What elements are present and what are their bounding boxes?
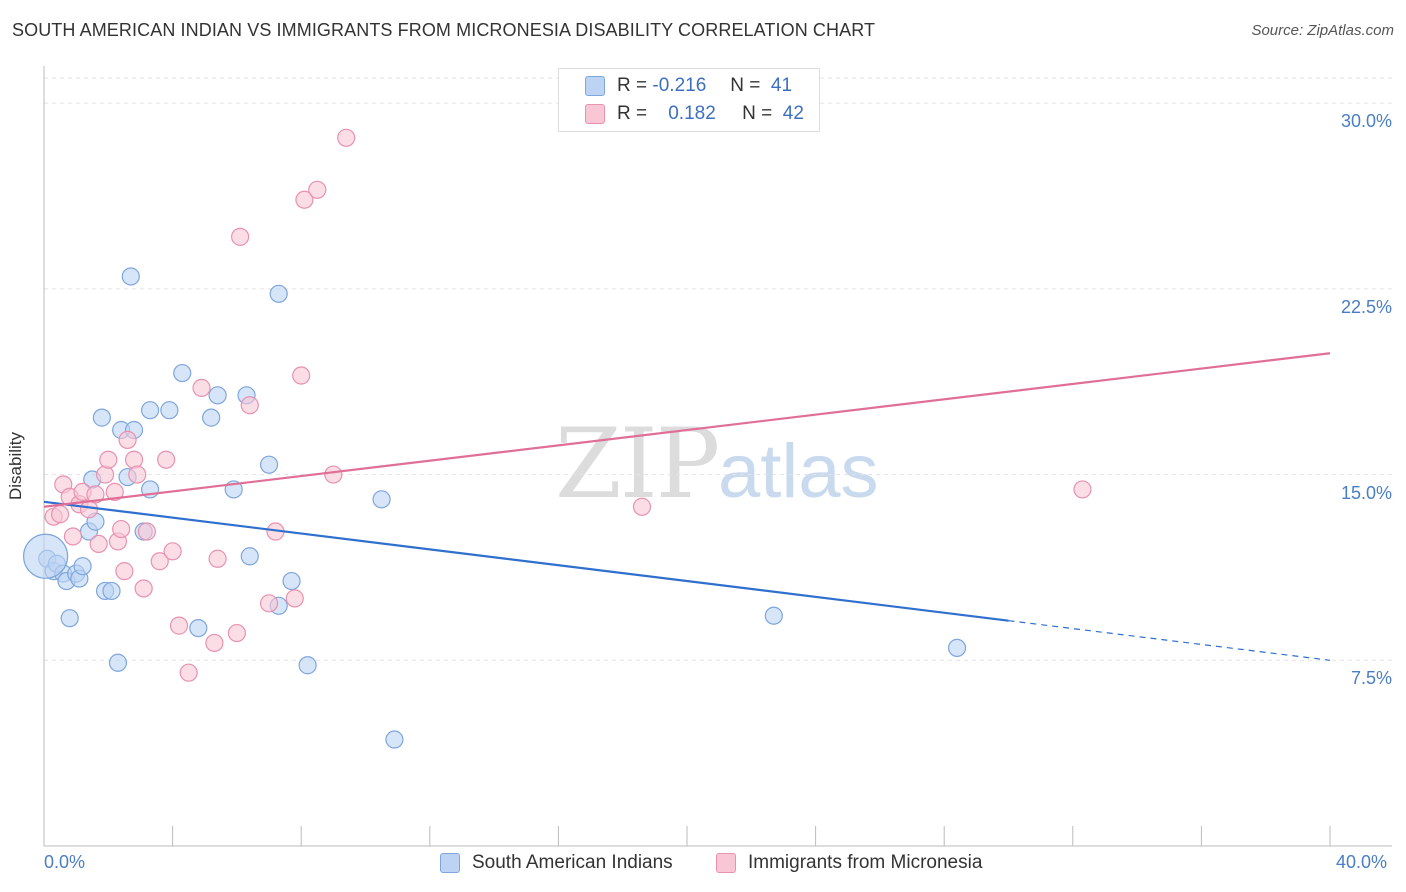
blue-legend-swatch bbox=[440, 853, 460, 873]
y-tick-label: 30.0% bbox=[1340, 111, 1392, 132]
pink-point bbox=[128, 465, 147, 484]
pink-point bbox=[63, 527, 83, 546]
pink-point bbox=[208, 549, 227, 568]
pink-point bbox=[192, 378, 211, 398]
blue-trend-line bbox=[43, 500, 1009, 622]
blue-point bbox=[108, 653, 128, 672]
pink-point bbox=[150, 552, 169, 571]
pink-point bbox=[118, 430, 137, 450]
pink-point bbox=[169, 616, 189, 635]
pink-point bbox=[105, 482, 124, 502]
blue-point bbox=[240, 547, 259, 566]
pink-trend-line bbox=[43, 352, 1331, 508]
pink-point bbox=[112, 519, 131, 539]
blue-trend-extension bbox=[1008, 620, 1331, 661]
y-tick-label: 15.0% bbox=[1340, 482, 1392, 503]
legend-label: Immigrants from Micronesia bbox=[748, 852, 983, 873]
legend-r-value: 0.182 bbox=[668, 103, 716, 124]
watermark-atlas: atlas bbox=[718, 429, 879, 514]
pink-point bbox=[99, 450, 118, 469]
pink-point bbox=[124, 450, 144, 469]
legend-row-blue: R = -0.216 N = 41 bbox=[585, 73, 792, 99]
blue-swatch bbox=[585, 76, 605, 96]
blue-point bbox=[140, 401, 160, 420]
pink-point bbox=[240, 396, 259, 415]
blue-point bbox=[282, 571, 301, 591]
blue-point bbox=[60, 609, 79, 628]
blue-point bbox=[269, 284, 288, 303]
pink-point bbox=[115, 562, 134, 581]
pink-point bbox=[308, 180, 327, 199]
pink-legend-swatch bbox=[716, 853, 736, 873]
pink-point bbox=[205, 633, 224, 653]
source-label: Source: ZipAtlas.com bbox=[1251, 22, 1394, 39]
blue-point bbox=[947, 638, 967, 658]
chart-title: SOUTH AMERICAN INDIAN VS IMMIGRANTS FROM… bbox=[12, 20, 876, 40]
blue-point bbox=[121, 267, 140, 286]
legend-r-label: R = bbox=[617, 103, 648, 124]
pink-point bbox=[231, 227, 250, 246]
legend-n-label: N = bbox=[730, 75, 761, 96]
x-tick-label-min: 0.0% bbox=[44, 852, 86, 872]
blue-point bbox=[259, 455, 279, 474]
legend-n-value: 41 bbox=[770, 75, 793, 96]
legend-label: South American Indians bbox=[472, 852, 673, 873]
pink-point bbox=[324, 465, 343, 484]
legend-r-value: -0.216 bbox=[652, 75, 707, 96]
pink-point bbox=[285, 589, 304, 608]
blue-point bbox=[298, 656, 317, 675]
pink-point bbox=[95, 465, 115, 484]
legend-item-south-american-indians: South American Indians bbox=[440, 852, 673, 874]
pink-point bbox=[86, 485, 105, 504]
legend-r-label: R = bbox=[617, 75, 648, 96]
pink-point bbox=[227, 623, 246, 643]
legend-item-immigrants-from-micronesia: Immigrants from Micronesia bbox=[716, 852, 982, 874]
blue-point bbox=[208, 386, 227, 405]
blue-point bbox=[73, 557, 92, 576]
pink-point bbox=[137, 522, 156, 541]
pink-point bbox=[157, 450, 176, 469]
blue-point bbox=[385, 730, 404, 749]
blue-point bbox=[23, 533, 69, 579]
blue-point bbox=[202, 408, 221, 427]
pink-point bbox=[163, 542, 182, 561]
y-tick-label: 7.5% bbox=[1350, 668, 1392, 689]
y-axis-title: Disability bbox=[6, 431, 25, 500]
pink-point bbox=[50, 505, 70, 524]
pink-point bbox=[295, 190, 314, 209]
blue-point bbox=[764, 606, 783, 625]
y-tick-label: 22.5% bbox=[1340, 296, 1392, 317]
blue-point bbox=[372, 490, 391, 509]
blue-point bbox=[92, 408, 111, 427]
pink-point bbox=[179, 663, 198, 682]
pink-swatch bbox=[585, 104, 605, 124]
blue-point bbox=[189, 618, 208, 638]
pink-point bbox=[337, 128, 356, 147]
blue-point bbox=[160, 401, 179, 420]
pink-point bbox=[292, 366, 311, 385]
blue-point bbox=[173, 363, 192, 383]
legend-row-pink: R = 0.182 N = 42 bbox=[585, 101, 804, 127]
legend-n-value: 42 bbox=[782, 103, 804, 124]
pink-point bbox=[89, 534, 108, 554]
pink-point bbox=[259, 594, 279, 613]
pink-point bbox=[134, 579, 153, 598]
correlation-legend: R = -0.216 N = 41 R = 0.182 N = 42 bbox=[558, 68, 820, 132]
legend-n-label: N = bbox=[742, 103, 773, 124]
blue-point bbox=[102, 581, 121, 601]
pink-point bbox=[1073, 480, 1092, 499]
pink-point bbox=[632, 497, 652, 516]
x-tick-label-max: 40.0% bbox=[1336, 852, 1388, 872]
